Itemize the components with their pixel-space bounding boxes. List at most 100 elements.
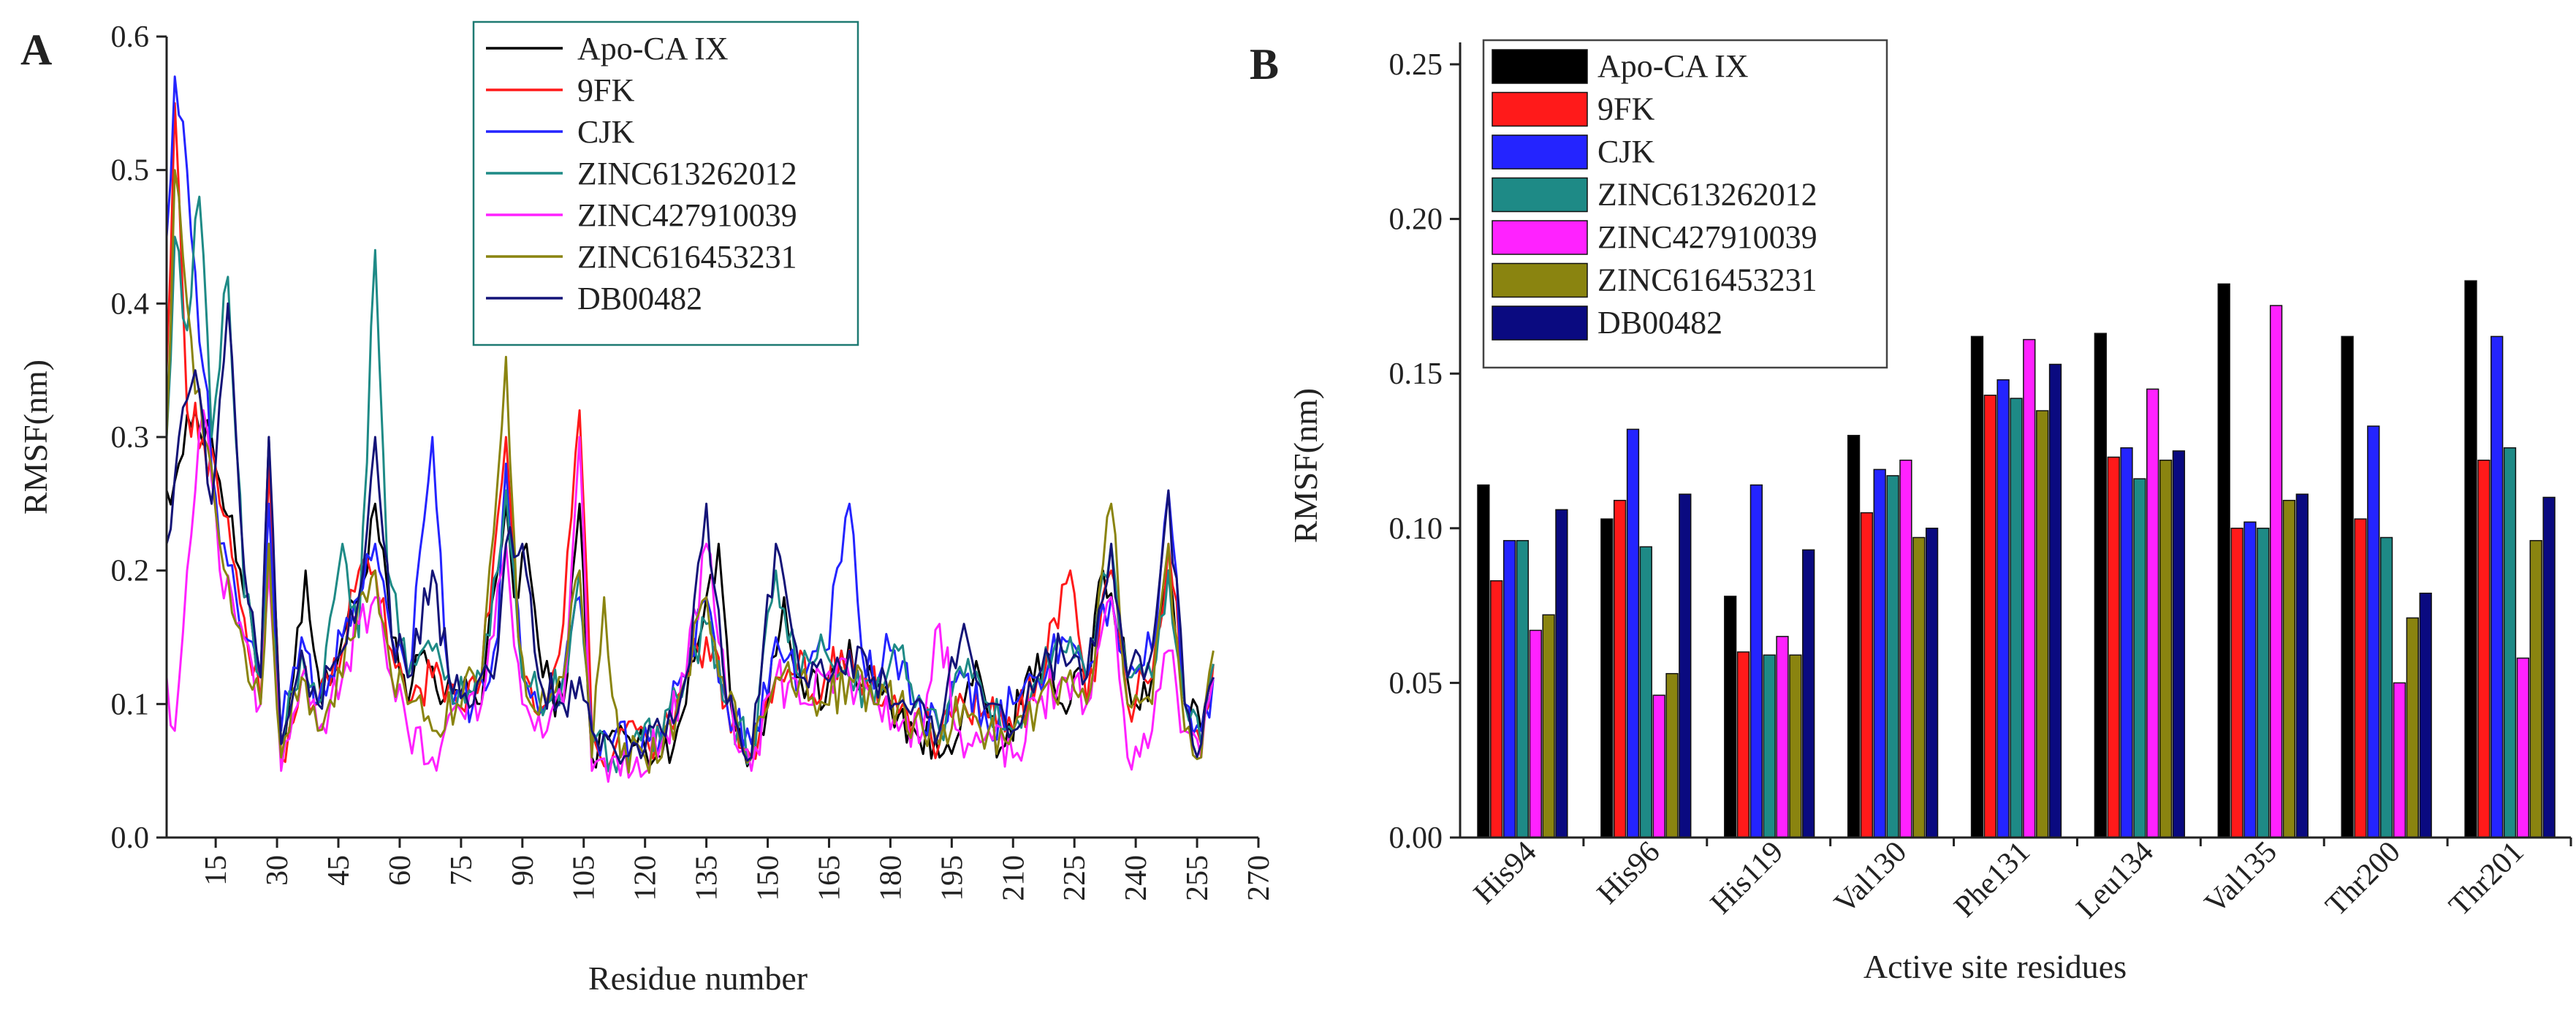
legend-label-cjk: CJK — [577, 114, 634, 150]
bar-9fk-his96 — [1613, 499, 1627, 838]
bar-9fk-thr201 — [2477, 459, 2490, 838]
bar-zinc616453231-thr201 — [2529, 539, 2542, 838]
bar-apo-ca-ix-phe131 — [1970, 335, 1984, 838]
legend-label-db00482: DB00482 — [1597, 305, 1722, 341]
category-label-phe131: Phe131 — [1948, 835, 2037, 924]
bar-cjk-thr200 — [2367, 425, 2380, 838]
rmsf-bar-chart: His94 His96 His119 Val130 Phe131 Leu134 Val135… — [1287, 39, 2572, 985]
bar-zinc427910039-val135 — [2269, 305, 2283, 838]
x-tick-label: 240 — [1120, 855, 1153, 901]
rmsf-line-chart: 15 30 45 60 75 90 105 120 135 150 165 180 195 210 225 2… — [17, 20, 1276, 997]
bar-zinc616453231-val135 — [2282, 499, 2296, 838]
bar-zinc427910039-phe131 — [2023, 338, 2036, 838]
bar-zinc613262012-phe131 — [2010, 398, 2023, 838]
x-tick-label: 135 — [691, 855, 724, 901]
y-tick-label: 0.20 — [1389, 203, 1443, 237]
bar-9fk-his94 — [1490, 580, 1503, 838]
bar-zinc427910039-thr201 — [2516, 657, 2530, 838]
legend-label-9fk: 9FK — [577, 72, 634, 108]
bar-zinc616453231-his96 — [1665, 672, 1679, 838]
y-tick-label: 0.3 — [111, 421, 150, 455]
series-line-zinc616453231 — [165, 169, 1215, 774]
bar-zinc616453231-his94 — [1542, 614, 1555, 838]
x-tick-label: 225 — [1058, 855, 1092, 901]
legend-label-zinc613262012: ZINC613262012 — [577, 156, 797, 191]
series-line-db00482 — [165, 302, 1215, 765]
bar-db00482-val135 — [2295, 493, 2309, 838]
legend-swatch-zinc616453231 — [1492, 262, 1588, 298]
x-tick-label: 255 — [1181, 855, 1215, 901]
legend-swatch-zinc613262012 — [1492, 177, 1588, 213]
x-tick-label: 60 — [384, 855, 417, 886]
bar-zinc427910039-his119 — [1776, 636, 1789, 838]
y-axis-title: RMSF(nm) — [1287, 388, 1324, 543]
bar-db00482-leu134 — [2172, 450, 2186, 838]
bar-cjk-val130 — [1873, 468, 1886, 838]
bar-db00482-phe131 — [2048, 363, 2062, 838]
bar-db00482-thr201 — [2542, 496, 2556, 838]
legend-label-zinc616453231: ZINC616453231 — [577, 239, 797, 275]
y-axis-title: RMSF(nm) — [17, 360, 54, 515]
legend-swatch-zinc427910039 — [1492, 220, 1588, 255]
bar-9fk-val135 — [2230, 528, 2243, 838]
x-tick-label: 165 — [813, 855, 846, 901]
bar-zinc427910039-thr200 — [2393, 682, 2406, 838]
bar-cjk-his96 — [1626, 428, 1640, 838]
y-tick-label: 0.05 — [1389, 667, 1443, 700]
x-tick-label: 45 — [322, 855, 356, 886]
category-label-leu134: Leu134 — [2070, 835, 2160, 925]
bar-apo-ca-ix-thr200 — [2341, 335, 2354, 838]
bar-apo-ca-ix-val135 — [2217, 283, 2230, 838]
y-tick-label: 0.2 — [111, 555, 150, 588]
legend-label-9fk: 9FK — [1597, 91, 1654, 127]
legend-label-db00482: DB00482 — [577, 281, 702, 316]
x-tick-label: 180 — [874, 855, 908, 901]
bar-apo-ca-ix-thr201 — [2464, 280, 2477, 838]
category-label-thr200: Thr200 — [2319, 835, 2407, 923]
x-tick-label: 15 — [200, 855, 233, 886]
category-label-val130: Val130 — [1828, 835, 1914, 921]
bar-9fk-phe131 — [1983, 395, 1996, 838]
bar-zinc613262012-leu134 — [2133, 478, 2146, 838]
y-tick-label: 0.10 — [1389, 512, 1443, 546]
legend-label-zinc427910039: ZINC427910039 — [1597, 219, 1817, 255]
legend-swatch-cjk — [1492, 134, 1588, 170]
y-tick-label: 0.00 — [1389, 821, 1443, 855]
bar-zinc616453231-his119 — [1789, 654, 1802, 838]
x-tick-label: 150 — [752, 855, 786, 901]
bar-cjk-phe131 — [1996, 379, 2010, 838]
bar-zinc616453231-val130 — [1912, 536, 1926, 838]
bar-zinc613262012-val130 — [1886, 475, 1899, 838]
x-tick-label: 30 — [261, 855, 295, 886]
legend-swatch-9fk — [1492, 91, 1588, 127]
category-label-his119: His119 — [1704, 835, 1790, 921]
bar-zinc613262012-his94 — [1516, 539, 1530, 838]
bar-9fk-leu134 — [2107, 456, 2120, 838]
bar-zinc427910039-his94 — [1529, 629, 1542, 838]
category-label-thr201: Thr201 — [2443, 835, 2531, 923]
y-tick-label: 0.0 — [111, 821, 150, 855]
panel-label-b: B — [1250, 40, 1279, 88]
bar-db00482-his94 — [1555, 509, 1568, 838]
legend-label-apo-ca-ix: Apo-CA IX — [1597, 48, 1749, 84]
x-axis-title: Residue number — [588, 960, 808, 997]
bar-apo-ca-ix-his119 — [1724, 596, 1737, 838]
bar-zinc613262012-val135 — [2257, 528, 2270, 838]
x-tick-label: 270 — [1242, 855, 1276, 901]
bar-db00482-his119 — [1802, 549, 1815, 838]
bar-zinc616453231-leu134 — [2159, 459, 2173, 838]
bar-zinc427910039-val130 — [1899, 459, 1912, 838]
bar-zinc616453231-phe131 — [2036, 410, 2049, 838]
bar-cjk-his119 — [1749, 484, 1763, 838]
legend-swatch-apo-ca-ix — [1492, 49, 1588, 84]
legend-box — [472, 20, 859, 346]
y-tick-label: 0.1 — [111, 688, 150, 721]
y-tick-label: 0.25 — [1389, 48, 1443, 82]
bar-db00482-thr200 — [2419, 592, 2432, 838]
x-tick-label: 210 — [997, 855, 1030, 901]
bar-zinc427910039-his96 — [1652, 694, 1665, 838]
legend: Apo-CA IX 9FK CJK ZINC613262012 ZINC42791003… — [472, 20, 859, 346]
x-tick-label: 105 — [568, 855, 601, 901]
y-tick-label: 0.5 — [111, 154, 150, 188]
